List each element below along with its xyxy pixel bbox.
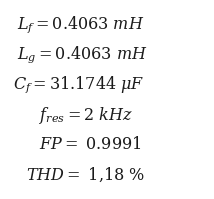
Text: $L_g = 0.4063\ mH$: $L_g = 0.4063\ mH$	[17, 44, 147, 65]
Text: $f_{res} = 2\ kHz$: $f_{res} = 2\ kHz$	[39, 105, 132, 126]
Text: $C_f = 31.1744\ \mu F$: $C_f = 31.1744\ \mu F$	[13, 74, 144, 95]
Text: $L_f = 0.4063\ mH$: $L_f = 0.4063\ mH$	[17, 14, 144, 35]
Text: $THD = \ 1{,}18\ \%$: $THD = \ 1{,}18\ \%$	[26, 165, 145, 183]
Text: $FP = \ 0.9991$: $FP = \ 0.9991$	[39, 135, 141, 152]
